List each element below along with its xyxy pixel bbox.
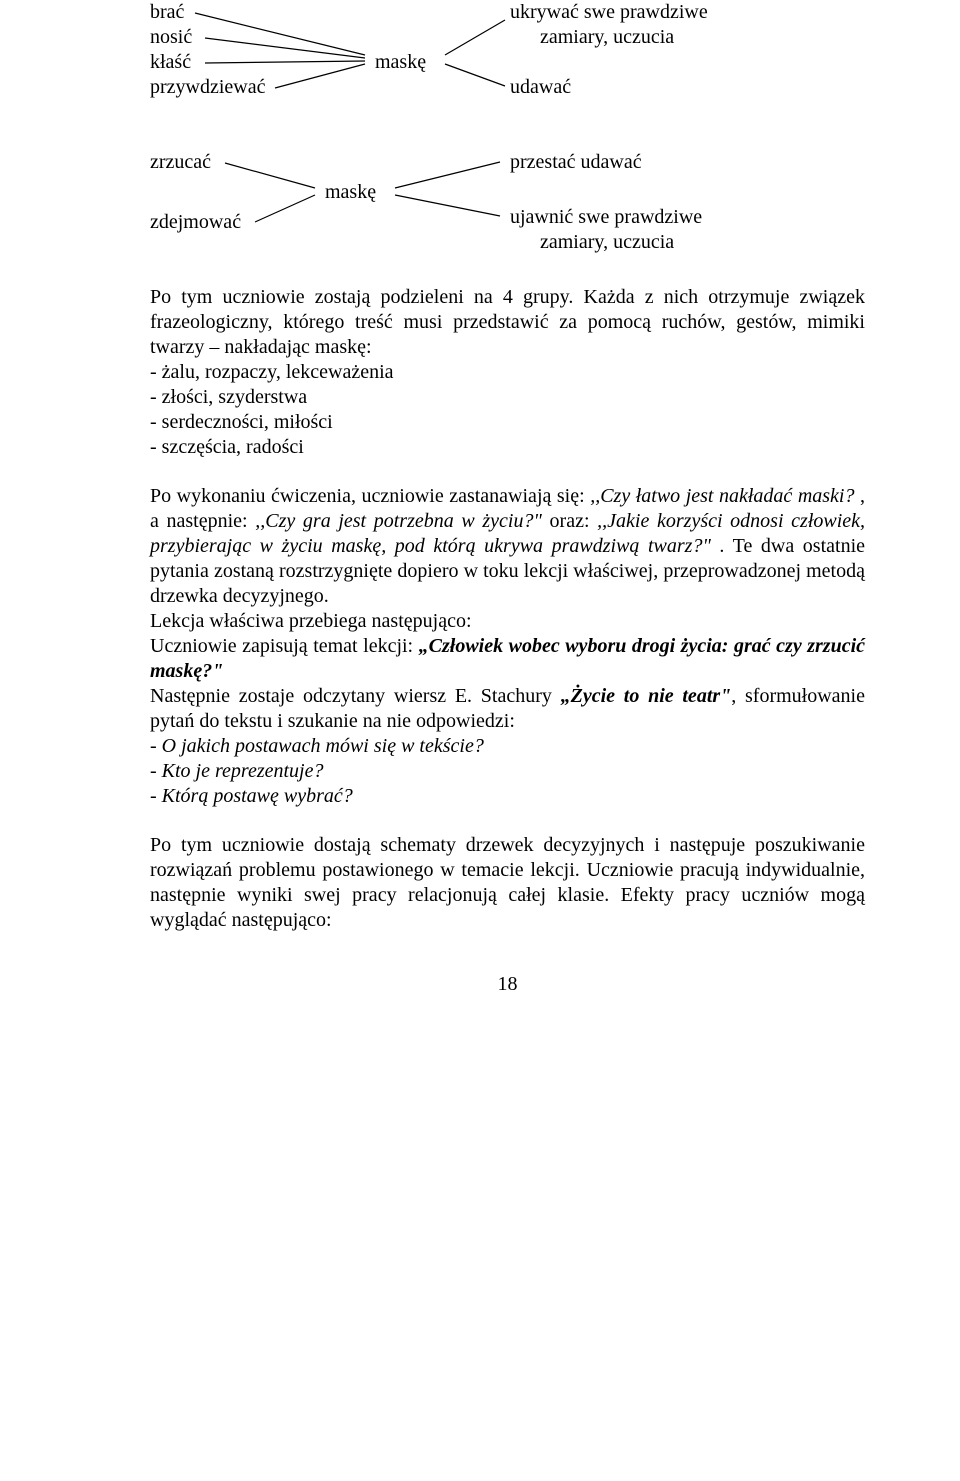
p2-wiersz: Następnie zostaje odczytany wiersz E. St… (150, 684, 865, 734)
p3-text: Po tym uczniowie dostają schematy drzewe… (150, 833, 865, 933)
p2-temat: Uczniowie zapisują temat lekcji: „Człowi… (150, 634, 865, 684)
p2-q1: ,,Czy łatwo jest nakładać maski? (590, 485, 854, 507)
p1-b2: - serdeczności, miłości (150, 410, 865, 435)
p2-c: oraz: (550, 510, 590, 532)
document-page: brać nosić kłaść przywdziewać maskę ukry… (0, 0, 960, 1056)
p1-intro: Po tym uczniowie zostają podzieleni na 4… (150, 285, 865, 360)
p2-main: Po wykonaniu ćwiczenia, uczniowie zastan… (150, 484, 865, 609)
diagram-maske-1: brać nosić kłaść przywdziewać maskę ukry… (150, 0, 865, 120)
p2-q2: ,,Czy gra jest potrzebna w życiu?" (255, 510, 542, 532)
paragraph-exercise: Po wykonaniu ćwiczenia, uczniowie zastan… (150, 484, 865, 809)
p2-q-b1: - Kto je reprezentuje? (150, 759, 865, 784)
p2-q-b2: - Którą postawę wybrać? (150, 784, 865, 809)
p1-b1: - złości, szyderstwa (150, 385, 865, 410)
p2-lekcja: Lekcja właściwa przebiega następująco: (150, 609, 865, 634)
p1-b0: - żalu, rozpaczy, lekceważenia (150, 360, 865, 385)
page-number: 18 (150, 973, 865, 996)
diagram-maske-2: zrzucać zdejmować maskę przestać udawać … (150, 150, 865, 260)
p2-q-b0: - O jakich postawach mówi się w tekście? (150, 734, 865, 759)
p2-wiersz-b: „Życie to nie teatr" (561, 685, 732, 707)
paragraph-schemes: Po tym uczniowie dostają schematy drzewe… (150, 833, 865, 933)
p1-b3: - szczęścia, radości (150, 435, 865, 460)
d1-lines (150, 0, 865, 120)
d2-lines (150, 150, 865, 260)
p2-wiersz-a: Następnie zostaje odczytany wiersz E. St… (150, 685, 561, 707)
p2-temat-a: Uczniowie zapisują temat lekcji: (150, 635, 419, 657)
paragraph-groups: Po tym uczniowie zostają podzieleni na 4… (150, 285, 865, 460)
p2-a: Po wykonaniu ćwiczenia, uczniowie zastan… (150, 485, 585, 507)
